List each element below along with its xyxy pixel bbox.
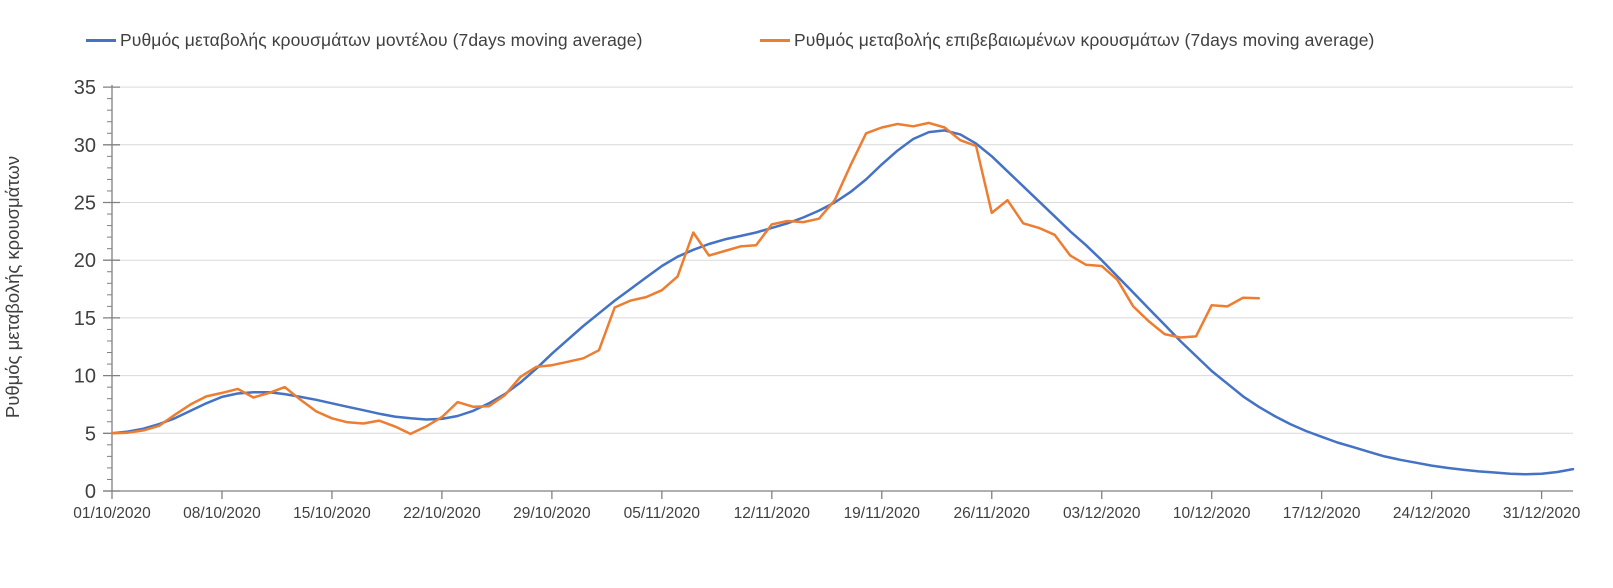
y-tick-label-5: 5 bbox=[85, 423, 96, 445]
y-tick-label-10: 10 bbox=[74, 366, 96, 388]
model-line bbox=[110, 129, 1575, 476]
x-tick-label-08/10/2020: 08/10/2020 bbox=[183, 505, 261, 522]
x-tick-label-03/12/2020: 03/12/2020 bbox=[1063, 505, 1141, 522]
y-tick-label-0: 0 bbox=[85, 481, 96, 503]
x-tick-label-22/10/2020: 22/10/2020 bbox=[403, 505, 481, 522]
x-tick-label-01/10/2020: 01/10/2020 bbox=[73, 505, 151, 522]
x-tick-label-29/10/2020: 29/10/2020 bbox=[513, 505, 591, 522]
x-tick-label-15/10/2020: 15/10/2020 bbox=[293, 505, 371, 522]
legend-label-confirmed: Ρυθμός μεταβολής επιβεβαιωμένων κρουσμάτ… bbox=[794, 29, 1375, 50]
legend-item-confirmed: Ρυθμός μεταβολής επιβεβαιωμένων κρουσμάτ… bbox=[760, 28, 1374, 52]
x-tick-label-31/12/2020: 31/12/2020 bbox=[1503, 505, 1581, 522]
legend-line-marker-confirmed bbox=[760, 38, 790, 42]
confirmed-line bbox=[110, 121, 1261, 436]
legend-item-model: Ρυθμός μεταβολής κρουσμάτων μοντέλου (7d… bbox=[86, 28, 643, 52]
y-tick-label-15: 15 bbox=[74, 308, 96, 330]
y-tick-label-25: 25 bbox=[74, 193, 96, 215]
legend-line-marker-model bbox=[86, 38, 116, 42]
y-tick-label-30: 30 bbox=[74, 135, 96, 157]
x-tick-label-26/11/2020: 26/11/2020 bbox=[954, 505, 1031, 522]
x-tick-label-05/11/2020: 05/11/2020 bbox=[624, 505, 701, 522]
legend-label-model: Ρυθμός μεταβολής κρουσμάτων μοντέλου (7d… bbox=[120, 29, 643, 50]
y-tick-label-35: 35 bbox=[74, 77, 96, 99]
y-tick-label-20: 20 bbox=[74, 250, 96, 272]
x-tick-label-10/12/2020: 10/12/2020 bbox=[1173, 505, 1251, 522]
x-tick-label-19/11/2020: 19/11/2020 bbox=[844, 505, 921, 522]
x-tick-label-17/12/2020: 17/12/2020 bbox=[1283, 505, 1361, 522]
x-tick-label-24/12/2020: 24/12/2020 bbox=[1393, 505, 1471, 522]
x-tick-label-12/11/2020: 12/11/2020 bbox=[734, 505, 811, 522]
